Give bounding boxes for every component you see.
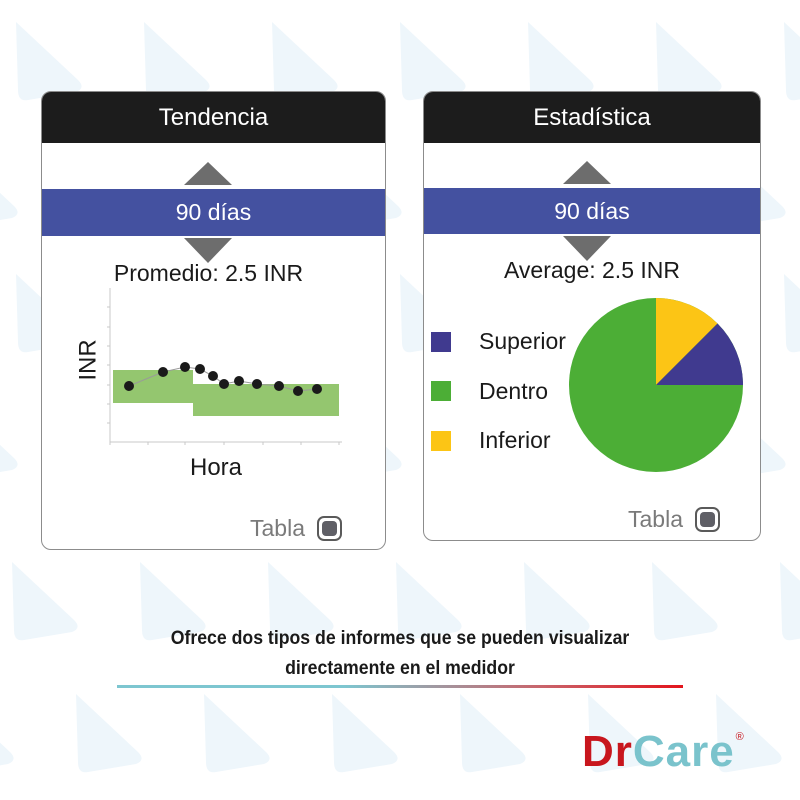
caption-line-1: Ofrece dos tipos de informes que se pued…: [170, 628, 630, 649]
trend-card-title: Tendencia: [158, 103, 269, 131]
trend-average: Promedio: 2.5 INR: [113, 260, 304, 286]
legend-swatch-inferior: [431, 430, 451, 451]
legend-label-dentro: Dentro: [479, 377, 549, 404]
period-up-arrow-icon[interactable]: [563, 161, 611, 184]
stats-average: Average: 2.5 INR: [503, 257, 680, 283]
caption-line-2: directamente en el medidor: [285, 658, 515, 679]
trend-period-label: 90 días: [175, 199, 252, 225]
legend-item-superior: Superior: [431, 317, 566, 367]
trend-card-header: Tendencia: [42, 92, 385, 143]
trend-table-label: Tabla: [250, 515, 305, 541]
brand-logo-care-text: Care: [632, 727, 735, 776]
legend-label-inferior: Inferior: [479, 427, 551, 454]
table-toggle-icon: [694, 507, 720, 532]
legend-swatch-superior: [431, 331, 451, 352]
stats-card-title: Estadística: [533, 103, 651, 131]
trend-table-button[interactable]: Tabla: [250, 515, 342, 542]
stats-pie-chart: [569, 298, 743, 472]
gradient-divider: [117, 685, 683, 688]
legend-label-superior: Superior: [479, 328, 566, 355]
trend-period-selector[interactable]: 90 días: [42, 189, 385, 236]
stats-report-card: Estadística 90 días Average: 2.5 INR Sup…: [423, 91, 761, 541]
trend-report-card: Tendencia 90 días Promedio: 2.5 INR INR: [41, 91, 386, 550]
trend-data-points: [124, 362, 322, 396]
table-toggle-icon: [316, 516, 342, 541]
trend-y-axis-label: INR: [74, 339, 102, 381]
pie-slice-inferior: [656, 298, 718, 385]
legend-swatch-dentro: [431, 381, 451, 402]
registered-mark: ®: [735, 731, 745, 743]
stats-card-header: Estadística: [424, 92, 760, 143]
trend-chart: [107, 288, 342, 445]
period-up-arrow-icon[interactable]: [184, 162, 232, 185]
stats-legend: Superior Dentro Inferior: [431, 317, 566, 466]
brand-logo: DrCare ®: [582, 727, 744, 777]
legend-item-inferior: Inferior: [431, 416, 566, 466]
period-down-arrow-icon[interactable]: [563, 236, 611, 261]
stats-period-label: 90 días: [554, 197, 630, 224]
stats-table-label: Tabla: [628, 506, 683, 532]
stats-table-button[interactable]: Tabla: [628, 506, 720, 533]
brand-logo-care: Care ®: [632, 727, 744, 776]
pie-slice-superior: [656, 323, 743, 385]
stats-period-selector[interactable]: 90 días: [424, 188, 760, 234]
period-down-arrow-icon[interactable]: [184, 238, 232, 263]
brand-logo-dr: Dr: [582, 727, 633, 776]
caption: Ofrece dos tipos de informes que se pued…: [28, 624, 772, 684]
trend-x-axis-label: Hora: [190, 454, 243, 481]
legend-item-dentro: Dentro: [431, 367, 566, 417]
